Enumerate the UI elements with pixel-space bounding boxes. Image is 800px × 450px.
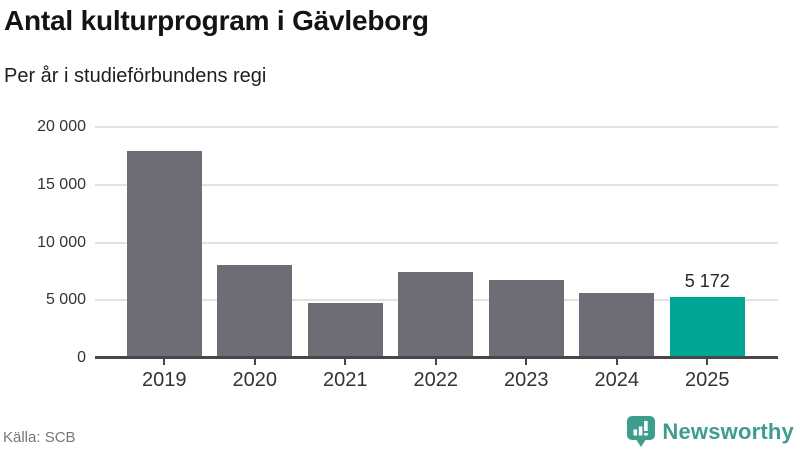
x-axis-label-2024: 2024: [594, 369, 640, 391]
bar-2025: [669, 297, 745, 357]
x-axis-line: [95, 356, 778, 359]
y-axis-label: 15 000: [37, 175, 86, 193]
axis-tick-2024: [615, 359, 618, 365]
gridline-15000: [95, 183, 778, 186]
bar-2020: [217, 264, 293, 357]
value-label-2025: 5 172: [684, 271, 730, 292]
source-note: Källa: SCB: [3, 429, 76, 446]
bar-2019: [126, 151, 202, 357]
chart-subtitle: Per år i studieförbundens regi: [4, 65, 267, 87]
bar-2021: [307, 302, 383, 357]
axis-tick-2025: [706, 359, 709, 365]
x-axis-label-2022: 2022: [413, 369, 459, 391]
y-axis-label: 5 000: [45, 291, 86, 309]
y-axis-label: 0: [77, 349, 86, 366]
x-axis-label-2025: 2025: [685, 369, 730, 391]
brand-name: Newsworthy: [662, 419, 794, 444]
x-axis-label-2021: 2021: [323, 369, 368, 391]
axis-tick-2021: [344, 359, 347, 365]
y-axis-label: 10 000: [37, 233, 86, 251]
x-axis-label-2020: 2020: [232, 369, 278, 391]
brand-logo: Newsworthy: [627, 415, 794, 449]
gridline-20000: [95, 126, 778, 128]
x-axis-label-2019: 2019: [142, 369, 187, 391]
bar-2023: [488, 280, 564, 357]
axis-tick-2023: [525, 359, 528, 365]
bar-2022: [398, 271, 474, 357]
axis-tick-2019: [163, 359, 166, 365]
bar-2024: [579, 293, 655, 357]
newsworthy-speech-bubble-chart-icon: [627, 416, 656, 448]
y-axis-label: 20 000: [37, 118, 86, 135]
axis-tick-2022: [434, 359, 437, 365]
axis-tick-2020: [253, 359, 256, 365]
gridline-10000: [95, 241, 778, 244]
chart-title: Antal kulturprogram i Gävleborg: [4, 5, 429, 36]
x-axis-label-2023: 2023: [504, 369, 549, 391]
